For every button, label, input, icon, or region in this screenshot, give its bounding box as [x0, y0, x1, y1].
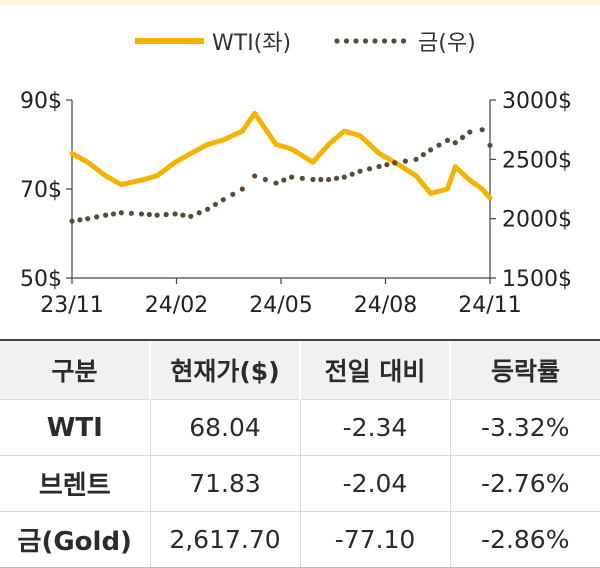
header-price: 현재가($): [150, 340, 300, 400]
gold-point: [94, 214, 99, 219]
gold-point: [436, 142, 441, 147]
legend-gold-dot: [353, 38, 358, 43]
legend-gold-dot: [391, 38, 396, 43]
chart-marks: [69, 113, 492, 223]
x-tick-label: 24/02: [145, 293, 208, 318]
gold-point: [384, 162, 389, 167]
y-left-tick-label: 50$: [20, 267, 62, 292]
gold-point: [403, 159, 408, 164]
gold-point: [300, 176, 305, 181]
gold-point: [69, 218, 74, 223]
gold-point: [487, 143, 492, 148]
gold-point: [392, 160, 397, 165]
gold-point: [376, 164, 381, 169]
chart-legend: WTI(좌) 금(우): [135, 31, 476, 56]
gold-point: [263, 177, 268, 182]
row-name: 브렌트: [0, 456, 150, 512]
row-change: -77.10: [300, 512, 450, 568]
x-tick-label: 24/11: [458, 293, 521, 318]
gold-point: [326, 177, 331, 182]
gold-point: [221, 197, 226, 202]
gold-point: [289, 175, 294, 180]
gold-point: [164, 212, 169, 217]
table-header-row: 구분 현재가($) 전일 대비 등락률: [0, 340, 600, 400]
y-left-tick-label: 70$: [20, 178, 62, 203]
gold-point: [252, 173, 257, 178]
row-change: -2.34: [300, 400, 450, 456]
y-right-tick-label: 1500$: [502, 267, 572, 292]
gold-point: [460, 135, 465, 140]
y-right-tick-label: 3000$: [502, 89, 572, 114]
gold-point: [350, 172, 355, 177]
table-row: 금(Gold) 2,617.70 -77.10 -2.86%: [0, 512, 600, 568]
gold-point: [467, 129, 472, 134]
legend-gold-swatch: [334, 38, 406, 43]
gold-point: [213, 202, 218, 207]
gold-point: [205, 207, 210, 212]
legend-gold-dot: [344, 38, 349, 43]
legend-gold-dot: [401, 38, 406, 43]
gold-point: [119, 210, 124, 215]
x-tick-label: 24/05: [249, 293, 312, 318]
gold-point: [85, 216, 90, 221]
row-change: -2.04: [300, 456, 450, 512]
gold-point: [155, 213, 160, 218]
row-price: 71.83: [150, 456, 300, 512]
header-category: 구분: [0, 340, 150, 400]
table-row: 브렌트 71.83 -2.04 -2.76%: [0, 456, 600, 512]
gold-point: [334, 176, 339, 181]
gold-point: [480, 127, 485, 132]
commodity-chart: WTI(좌) 금(우) 90$ 70$ 50$ 3000$ 2500$ 2000$ 1500…: [0, 0, 600, 335]
y-right-tick-label: 2000$: [502, 208, 572, 233]
table-row: WTI 68.04 -2.34 -3.32%: [0, 400, 600, 456]
gold-point: [129, 211, 134, 216]
wti-series-line: [72, 113, 490, 198]
price-table: 구분 현재가($) 전일 대비 등락률 WTI 68.04 -2.34 -3.3…: [0, 339, 600, 568]
row-change-rate: -2.76%: [450, 456, 600, 512]
gold-point: [281, 178, 286, 183]
gold-point: [413, 157, 418, 162]
gold-point: [273, 180, 278, 185]
gold-point: [240, 186, 245, 191]
legend-gold-dot: [382, 38, 387, 43]
gold-point: [103, 213, 108, 218]
x-tick-label: 23/11: [40, 293, 103, 318]
gold-point: [172, 211, 177, 216]
legend-gold-dot: [334, 38, 339, 43]
gold-point: [180, 213, 185, 218]
row-price: 2,617.70: [150, 512, 300, 568]
gold-point: [147, 212, 152, 217]
legend-wti-label: WTI(좌): [212, 31, 291, 56]
gold-point: [453, 140, 458, 145]
row-change-rate: -2.86%: [450, 512, 600, 568]
gold-point: [188, 214, 193, 219]
legend-gold-label: 금(우): [418, 31, 476, 56]
gold-point: [445, 138, 450, 143]
gold-point: [111, 211, 116, 216]
gold-point: [357, 169, 362, 174]
y-right-tick-label: 2500$: [502, 148, 572, 173]
y-left-tick-label: 90$: [20, 89, 62, 114]
legend-gold-dot: [363, 38, 368, 43]
gold-point: [139, 211, 144, 216]
gold-point: [421, 152, 426, 157]
gold-point: [367, 166, 372, 171]
gold-point: [342, 175, 347, 180]
header-change: 전일 대비: [300, 340, 450, 400]
row-name: WTI: [0, 400, 150, 456]
header-change-rate: 등락률: [450, 340, 600, 400]
gold-point: [77, 217, 82, 222]
x-tick-label: 24/08: [354, 293, 417, 318]
gold-point: [197, 210, 202, 215]
gold-point: [310, 177, 315, 182]
row-name: 금(Gold): [0, 512, 150, 568]
row-change-rate: -3.32%: [450, 400, 600, 456]
gold-point: [428, 147, 433, 152]
gold-point: [230, 192, 235, 197]
chart-axes: 90$ 70$ 50$ 3000$ 2500$ 2000$ 1500$ 23/11 24/02 2…: [20, 89, 572, 318]
legend-gold-dot: [372, 38, 377, 43]
gold-point: [318, 177, 323, 182]
row-price: 68.04: [150, 400, 300, 456]
